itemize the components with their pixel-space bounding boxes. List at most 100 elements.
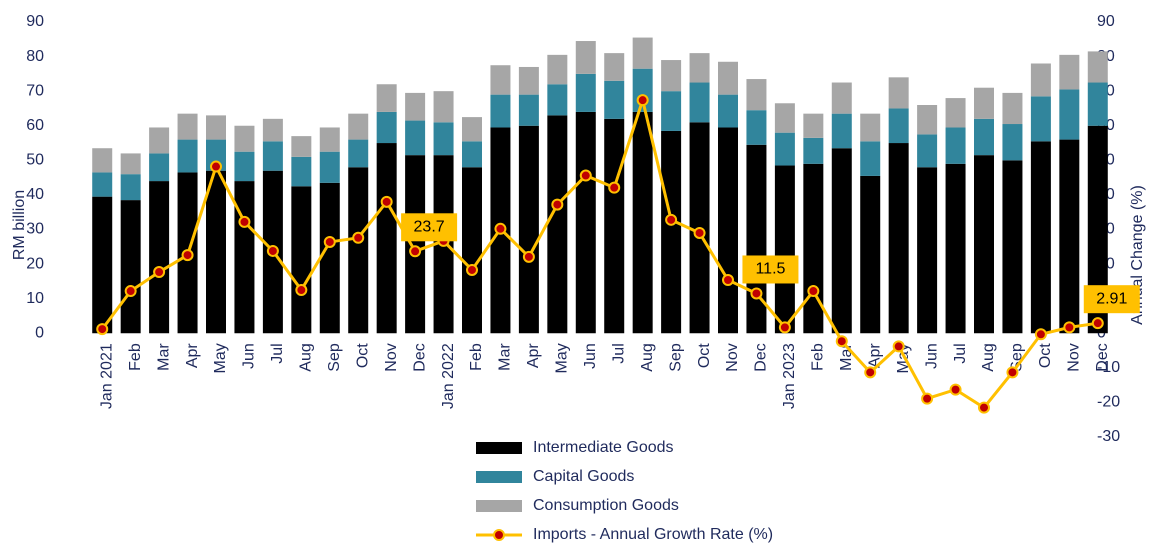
bar-segment bbox=[803, 163, 824, 334]
x-tick-label: Sep bbox=[667, 343, 684, 372]
data-label-box bbox=[1083, 285, 1140, 314]
line-marker bbox=[466, 263, 478, 276]
y-tick-label: 60 bbox=[26, 117, 44, 134]
line-marker bbox=[921, 392, 934, 405]
x-tick-label: May bbox=[554, 343, 571, 373]
line-marker bbox=[722, 273, 734, 286]
bar-segment bbox=[945, 163, 966, 334]
bar-segment bbox=[177, 139, 198, 173]
line-marker bbox=[665, 213, 678, 226]
bar-segment bbox=[1002, 92, 1023, 125]
bar-segment bbox=[319, 127, 340, 152]
legend-marker bbox=[493, 529, 505, 541]
x-tick-label: Dec bbox=[411, 343, 428, 371]
bar-segment bbox=[319, 182, 340, 334]
legend-swatch bbox=[476, 442, 522, 454]
line-marker bbox=[1034, 328, 1047, 341]
y-tick-label: 80 bbox=[26, 48, 44, 65]
line-marker bbox=[1063, 321, 1076, 334]
bar-segment bbox=[348, 139, 369, 168]
bar-segment bbox=[831, 113, 852, 149]
bar-segment bbox=[718, 127, 738, 334]
data-label-box bbox=[742, 255, 799, 284]
x-tick-label: Sep bbox=[1009, 343, 1026, 372]
line-marker bbox=[522, 250, 535, 263]
bar-segment bbox=[518, 66, 539, 95]
line-marker bbox=[835, 335, 848, 348]
bar-segment bbox=[746, 79, 767, 111]
line-marker bbox=[978, 401, 990, 414]
line-marker bbox=[153, 266, 166, 279]
bar-segment bbox=[774, 165, 795, 334]
bar-segment bbox=[831, 148, 852, 334]
x-tick-label: Aug bbox=[298, 343, 315, 371]
line-marker bbox=[1091, 317, 1104, 330]
line-marker bbox=[778, 321, 791, 334]
bar-segment bbox=[1030, 63, 1051, 97]
bar-segment bbox=[149, 127, 170, 154]
bar-segment bbox=[774, 132, 795, 166]
x-tick-label: Apr bbox=[184, 343, 201, 369]
bar-segment bbox=[291, 186, 312, 334]
bar-segment bbox=[234, 151, 255, 182]
bar-segment bbox=[888, 143, 909, 334]
bar-segment bbox=[632, 111, 653, 334]
bar-segment bbox=[718, 94, 738, 128]
line-marker bbox=[750, 287, 763, 300]
bar-segment bbox=[661, 91, 682, 131]
x-tick-label: Nov bbox=[1066, 343, 1083, 371]
bar-segment bbox=[518, 125, 539, 334]
line-marker bbox=[352, 231, 365, 244]
x-tick-label: Jul bbox=[610, 343, 627, 363]
bar-segment bbox=[917, 134, 938, 168]
x-tick-label: Apr bbox=[866, 343, 883, 369]
line-marker bbox=[380, 195, 393, 208]
line-marker bbox=[210, 160, 222, 173]
bar-segment bbox=[206, 139, 226, 171]
y2-tick-label: -20 bbox=[1097, 394, 1120, 411]
bar-segment bbox=[92, 172, 113, 197]
bar-segment bbox=[319, 151, 340, 183]
line-marker bbox=[636, 94, 649, 107]
bar-segment bbox=[575, 111, 596, 334]
bar-segment bbox=[291, 136, 312, 157]
x-tick-label: Oct bbox=[1037, 343, 1054, 368]
x-tick-label: Mar bbox=[497, 343, 514, 371]
bar-segment bbox=[860, 175, 881, 334]
x-tick-label: Nov bbox=[383, 343, 400, 371]
bar-segment bbox=[177, 113, 198, 140]
bar-segment bbox=[462, 167, 482, 334]
y-tick-label: 70 bbox=[26, 82, 44, 99]
x-tick-label: May bbox=[212, 343, 229, 373]
bar-segment bbox=[1087, 82, 1108, 126]
bar-segment bbox=[262, 118, 283, 142]
bar-segment bbox=[917, 105, 938, 135]
legend-swatch bbox=[476, 471, 522, 483]
bar-segment bbox=[92, 148, 113, 173]
bar-segment bbox=[661, 60, 682, 92]
bar-segment bbox=[547, 84, 568, 116]
bar-segment bbox=[689, 82, 710, 123]
bar-segment bbox=[632, 37, 653, 69]
line-marker bbox=[807, 285, 820, 298]
x-tick-label: Aug bbox=[980, 343, 997, 371]
y-tick-label: 50 bbox=[26, 152, 44, 169]
bar-segment bbox=[376, 84, 397, 112]
line-marker bbox=[494, 222, 507, 235]
bar-segment bbox=[1087, 51, 1108, 83]
bar-segment bbox=[120, 174, 141, 201]
bar-segment bbox=[348, 167, 369, 334]
x-tick-label: Jan 2023 bbox=[781, 343, 798, 409]
bar-segment bbox=[689, 53, 710, 83]
bar-segment bbox=[348, 113, 369, 140]
bar-segment bbox=[1059, 139, 1080, 334]
line-marker bbox=[96, 323, 109, 336]
bar-segment bbox=[604, 118, 625, 334]
bar-segment bbox=[860, 113, 881, 142]
bar-segment bbox=[1002, 124, 1023, 161]
x-tick-label: Feb bbox=[810, 343, 827, 371]
x-tick-label: Jul bbox=[269, 343, 286, 363]
x-tick-label: Feb bbox=[468, 343, 485, 371]
data-label: 11.5 bbox=[755, 261, 785, 278]
line-marker bbox=[608, 181, 621, 194]
